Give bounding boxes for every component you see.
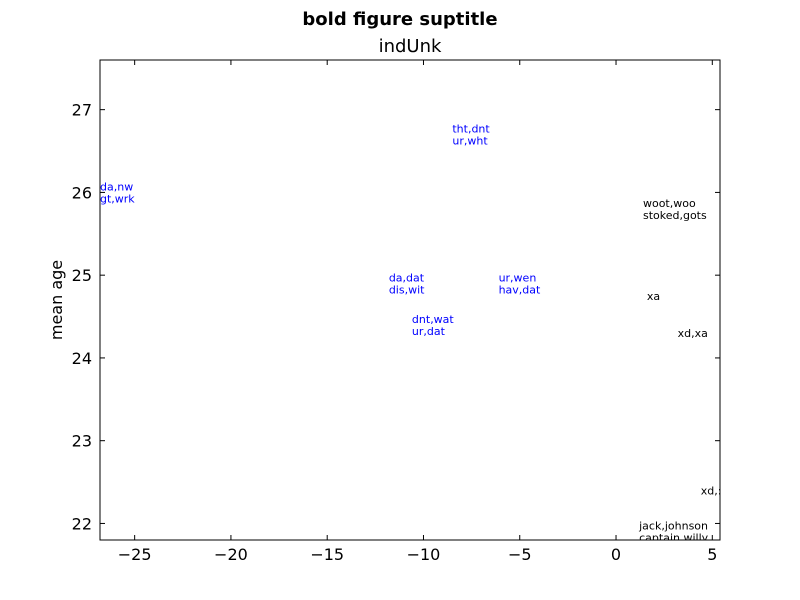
x-tick-label: −10 [407, 545, 441, 564]
point-label-line: stoked,gots [643, 209, 707, 222]
y-tick-label: 26 [72, 183, 92, 202]
y-tick-label: 22 [72, 514, 92, 533]
y-tick-label: 23 [72, 432, 92, 451]
point-label-line: tht,dnt [452, 122, 490, 135]
point-label-line: hav,dat [499, 283, 541, 296]
point-label-line: ur,dat [412, 325, 446, 338]
point-label-line: woot,woo [643, 197, 696, 210]
x-tick-label: −15 [310, 545, 344, 564]
plot-frame [99, 59, 721, 541]
point-label-line: da,nw [100, 180, 133, 193]
point-label-line: xd,:\ [701, 484, 726, 497]
point-label-line: xd,xa [678, 327, 708, 340]
point-label-line: jack,johnson [638, 520, 708, 533]
point-label-line: captain,willy [639, 532, 709, 545]
x-tick-label: 0 [611, 545, 621, 564]
chart-title: indUnk [378, 36, 442, 57]
point-label: xd,xa [678, 327, 708, 340]
point-label-line: gt,wrk [100, 192, 135, 205]
y-tick-label: 25 [72, 266, 92, 285]
x-tick-label: −25 [118, 545, 152, 564]
y-tick-label: 24 [72, 349, 92, 368]
y-axis-label: mean age [47, 260, 66, 340]
point-label: xa [647, 290, 660, 303]
figure-suptitle: bold figure suptitle [302, 9, 498, 30]
point-label-line: ur,wen [499, 271, 537, 284]
point-label-line: ur,wht [452, 134, 488, 147]
point-label-line: da,dat [389, 271, 425, 284]
y-tick-label: 27 [72, 101, 92, 120]
x-tick-label: −5 [508, 545, 532, 564]
point-label: xd,:\ [701, 484, 726, 497]
x-tick-label: −20 [214, 545, 248, 564]
point-label-line: dnt,wat [412, 313, 455, 326]
point-label-line: xa [647, 290, 660, 303]
axis-ticks: −25 −20 −15 −10 −5 0 5 22 23 24 25 26 27 [72, 60, 720, 564]
point-label-line: dis,wit [389, 283, 425, 296]
x-tick-label: 5 [707, 545, 717, 564]
